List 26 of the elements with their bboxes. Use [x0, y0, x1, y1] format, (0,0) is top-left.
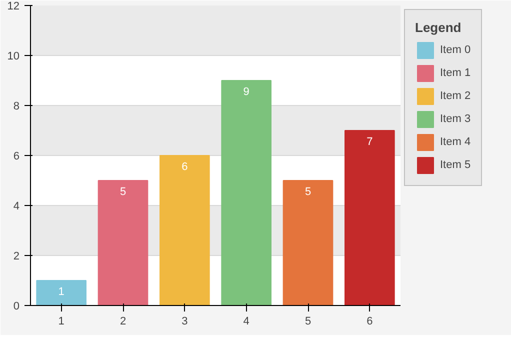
- x-tick-label: 4: [243, 316, 250, 328]
- y-tick-label: 4: [13, 200, 20, 212]
- data-label: 7: [366, 136, 373, 148]
- x-tick-label: 5: [304, 316, 312, 328]
- y-tick-label: 10: [7, 50, 20, 62]
- data-label: 5: [120, 186, 126, 198]
- data-label: 9: [243, 86, 250, 98]
- y-tick-label: 8: [13, 100, 20, 112]
- legend-label: Item 0: [440, 44, 471, 56]
- legend-label: Item 3: [440, 113, 471, 125]
- data-label: 1: [58, 286, 64, 298]
- y-tick-label: 12: [7, 0, 20, 12]
- legend-title: Legend: [415, 20, 462, 35]
- x-tick-label: 2: [120, 316, 126, 328]
- data-label: 6: [182, 160, 188, 173]
- legend-label: Item 4: [440, 136, 471, 148]
- x-tick-label: 6: [366, 316, 373, 328]
- x-tick-label: 1: [58, 316, 64, 328]
- legend-label: Item 1: [440, 67, 471, 79]
- y-tick-label: 6: [13, 150, 20, 162]
- legend-label: Item 2: [440, 90, 471, 102]
- data-label: 5: [304, 186, 312, 198]
- x-tick-label: 3: [182, 316, 188, 328]
- legend-label: Item 5: [440, 159, 471, 171]
- y-tick-label: 2: [13, 250, 20, 262]
- y-tick-label: 0: [13, 300, 20, 312]
